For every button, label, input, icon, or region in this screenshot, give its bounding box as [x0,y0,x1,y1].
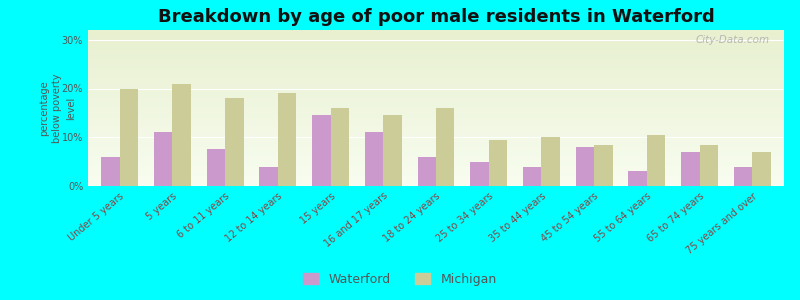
Bar [101,157,120,186]
Bar [752,152,771,186]
Bar [259,167,278,186]
Bar [312,115,330,186]
Bar [206,149,225,186]
Bar [278,93,296,186]
Bar [436,108,454,186]
Bar [523,167,542,186]
Bar [101,157,120,186]
Bar [154,132,172,186]
Bar [647,135,666,186]
Bar [312,115,330,186]
Bar [700,145,718,186]
Bar [120,88,138,186]
Text: City-Data.com: City-Data.com [696,35,770,45]
Bar [470,162,489,186]
Bar [523,167,542,186]
Bar [383,115,402,186]
Bar [278,93,296,186]
Bar [734,167,752,186]
Bar [436,108,454,186]
Bar [576,147,594,186]
Bar [206,149,225,186]
Bar [629,171,647,186]
Bar [365,132,383,186]
Bar [629,171,647,186]
Bar [594,145,613,186]
Bar [418,157,436,186]
Bar [734,167,752,186]
Bar [489,140,507,186]
Bar [259,167,278,186]
Bar [172,84,191,186]
Legend: Waterford, Michigan: Waterford, Michigan [298,268,502,291]
Bar [700,145,718,186]
Bar [681,152,700,186]
Bar [681,152,700,186]
Bar [120,88,138,186]
Bar [576,147,594,186]
Bar [225,98,243,186]
Bar [172,84,191,186]
Bar [365,132,383,186]
Bar [225,98,243,186]
Bar [542,137,560,186]
Bar [154,132,172,186]
Bar [470,162,489,186]
Bar [383,115,402,186]
Bar [647,135,666,186]
Bar [330,108,349,186]
Title: Breakdown by age of poor male residents in Waterford: Breakdown by age of poor male residents … [158,8,714,26]
Bar [418,157,436,186]
Y-axis label: percentage
below poverty
level: percentage below poverty level [39,73,76,143]
Bar [752,152,771,186]
Bar [330,108,349,186]
Bar [489,140,507,186]
Bar [542,137,560,186]
Bar [594,145,613,186]
